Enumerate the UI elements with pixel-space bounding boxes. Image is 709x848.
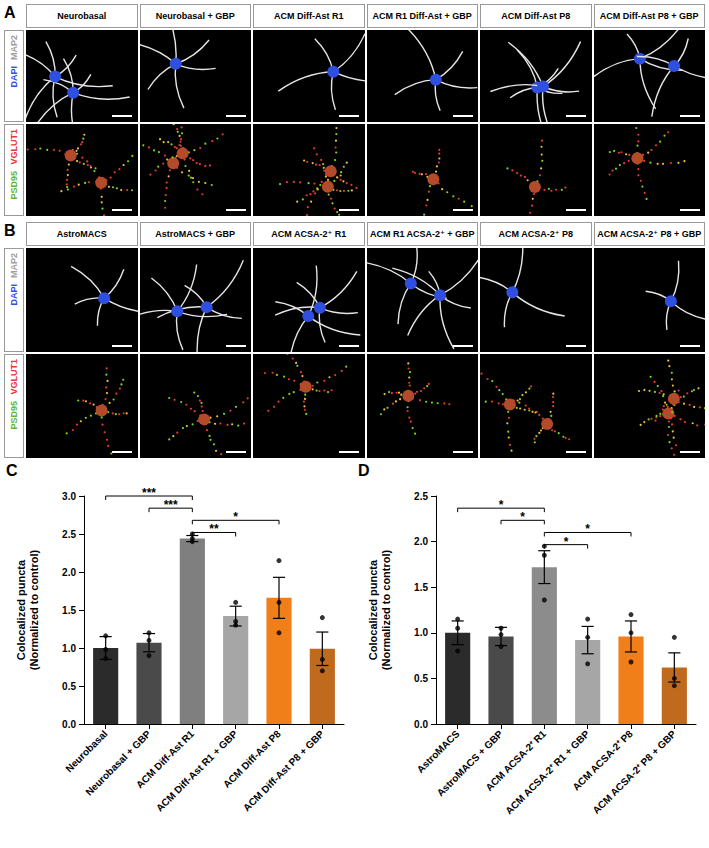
svg-text:0.0: 0.0	[414, 719, 428, 730]
svg-text:AstroMACS: AstroMACS	[415, 728, 462, 775]
svg-text:(Normalized to control): (Normalized to control)	[380, 549, 392, 670]
svg-text:*: *	[564, 535, 569, 549]
html-text:VGLUT1: VGLUT1	[9, 359, 19, 395]
svg-text:0.5: 0.5	[414, 673, 428, 684]
html-text:D: D	[358, 462, 370, 479]
html-text:ACM Diff-Ast P8: ACM Diff-Ast P8	[501, 11, 571, 21]
svg-text:Colocalized puncta: Colocalized puncta	[15, 559, 27, 660]
svg-text:*: *	[585, 522, 590, 536]
svg-text:***: ***	[142, 486, 156, 500]
svg-text:2.5: 2.5	[62, 529, 76, 540]
html-text:DAPI: DAPI	[9, 284, 19, 306]
svg-text:3.0: 3.0	[62, 491, 76, 502]
html-text:PSD95: PSD95	[9, 400, 19, 429]
html-text:ACM ACSA-2⁺ P8 + GBP: ACM ACSA-2⁺ P8 + GBP	[597, 229, 702, 239]
svg-text:ACM ACSA-2⁺ P8 + GBP: ACM ACSA-2⁺ P8 + GBP	[590, 728, 678, 816]
html-text:ACM ACSA-2⁺ R1: ACM ACSA-2⁺ R1	[271, 229, 347, 239]
svg-text:2.0: 2.0	[414, 536, 428, 547]
html-text:VGLUT1: VGLUT1	[9, 129, 19, 165]
svg-text:ACM ACSA-2⁺ R1 + GBP: ACM ACSA-2⁺ R1 + GBP	[503, 728, 592, 817]
svg-text:**: **	[209, 522, 219, 536]
svg-text:2.0: 2.0	[62, 567, 76, 578]
html-text:MAP2: MAP2	[9, 35, 19, 60]
html-text:C: C	[6, 462, 18, 479]
svg-text:***: ***	[164, 498, 178, 512]
svg-text:ACM Diff-Ast P8 + GBP: ACM Diff-Ast P8 + GBP	[241, 728, 326, 813]
html-text:AstroMACS + GBP: AstroMACS + GBP	[155, 229, 236, 239]
svg-text:(Normalized to control): (Normalized to control)	[28, 549, 40, 670]
svg-text:AstroMACS + GBP: AstroMACS + GBP	[434, 728, 505, 799]
html-text:B: B	[4, 222, 16, 239]
svg-text:*: *	[520, 510, 525, 524]
svg-text:1.5: 1.5	[414, 582, 428, 593]
svg-text:0.5: 0.5	[62, 681, 76, 692]
svg-text:Colocalized puncta: Colocalized puncta	[367, 559, 379, 660]
html-text:PSD95: PSD95	[9, 170, 19, 199]
html-text:Neurobasal + GBP: Neurobasal + GBP	[155, 11, 235, 21]
html-text:DAPI: DAPI	[9, 66, 19, 88]
html-text:AstroMACS: AstroMACS	[56, 229, 107, 239]
svg-text:1.0: 1.0	[62, 643, 76, 654]
html-text:ACM ACSA-2⁺ P8: ACM ACSA-2⁺ P8	[498, 229, 573, 239]
html-text:ACM Diff-Ast R1: ACM Diff-Ast R1	[274, 11, 344, 21]
svg-text:Neurobasal: Neurobasal	[63, 728, 109, 774]
html-text:Neurobasal: Neurobasal	[57, 11, 107, 21]
svg-text:ACM Diff-Ast R1 + GBP: ACM Diff-Ast R1 + GBP	[154, 728, 240, 814]
svg-text:2.5: 2.5	[414, 491, 428, 502]
svg-text:1.0: 1.0	[414, 627, 428, 638]
svg-text:*: *	[499, 498, 504, 512]
html-text:ACM R1 Diff-Ast + GBP: ACM R1 Diff-Ast + GBP	[372, 11, 472, 21]
html-text:ACM R1 ACSA-2⁺ + GBP: ACM R1 ACSA-2⁺ + GBP	[369, 229, 475, 239]
svg-text:1.5: 1.5	[62, 605, 76, 616]
html-text:A: A	[4, 4, 16, 21]
html-text:MAP2: MAP2	[9, 253, 19, 278]
html-text:ACM Diff-Ast P8 + GBP: ACM Diff-Ast P8 + GBP	[599, 11, 699, 21]
svg-text:Neurobasal + GBP: Neurobasal + GBP	[83, 728, 153, 798]
svg-text:*: *	[233, 510, 238, 524]
svg-text:0.0: 0.0	[62, 719, 76, 730]
